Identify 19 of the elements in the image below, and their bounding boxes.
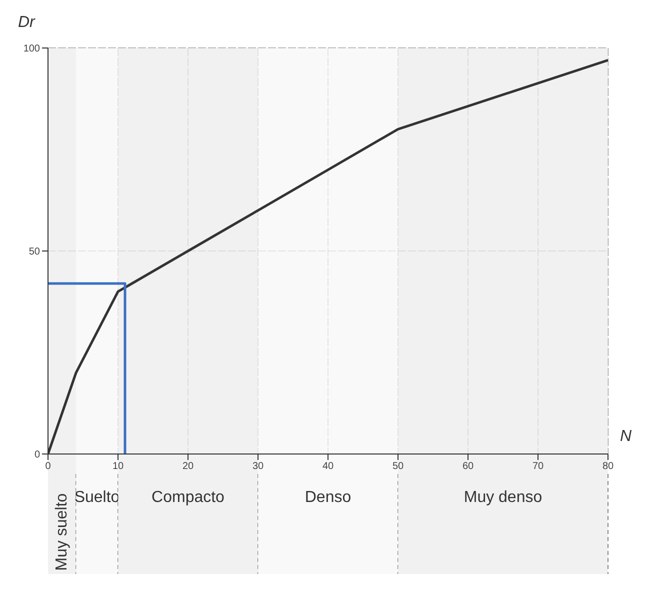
x-tick-label: 30: [252, 461, 264, 472]
x-tick-label: 0: [45, 461, 52, 472]
x-tick-label: 10: [112, 461, 124, 472]
band-label: Denso: [304, 489, 352, 506]
x-tick-label: 80: [602, 461, 614, 472]
y-tick-label: 100: [23, 44, 40, 55]
x-tick-label: 40: [322, 461, 334, 472]
y-axis-title: Dr: [18, 14, 35, 32]
x-tick-label: 50: [392, 461, 404, 472]
band-label: Compacto: [152, 489, 225, 506]
x-tick-label: 70: [532, 461, 544, 472]
band-label: Suelto: [74, 489, 120, 506]
y-tick-label: 0: [34, 450, 40, 461]
x-tick-label: 60: [462, 461, 474, 472]
y-tick-label: 50: [28, 246, 40, 258]
x-tick-label: 20: [182, 461, 194, 472]
x-axis-title: N: [620, 428, 632, 446]
band-label: Muy suelto: [54, 493, 70, 571]
band-label: Muy denso: [464, 489, 542, 506]
